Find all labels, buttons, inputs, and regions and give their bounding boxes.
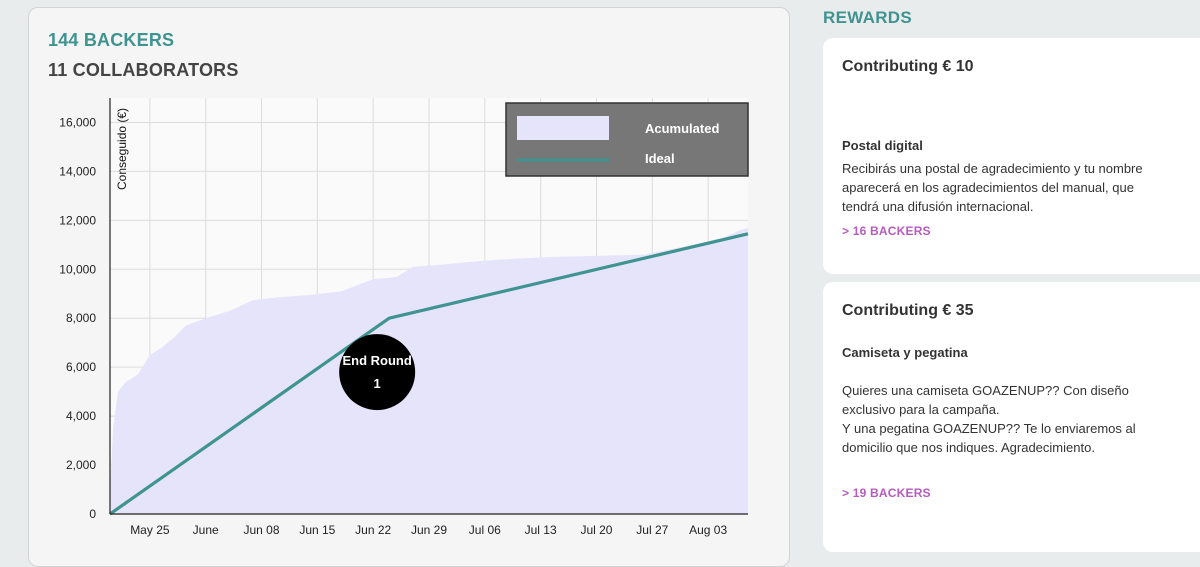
legend-swatch-accumulated (517, 116, 609, 140)
backers-count: 144 BACKERS (48, 30, 175, 50)
x-tick-label: May 25 (130, 523, 170, 537)
reward-card-35[interactable]: Contributing € 35 Camiseta y pegatina Qu… (823, 282, 1200, 552)
x-tick-label: June (193, 523, 219, 537)
y-tick-label: 4,000 (66, 409, 96, 423)
reward-name: Camiseta y pegatina (842, 345, 968, 360)
y-tick-label: 12,000 (59, 213, 96, 227)
y-tick-label: 2,000 (66, 458, 96, 472)
end-round-marker (339, 334, 416, 411)
x-tick-label: Jul 20 (580, 523, 612, 537)
x-tick-label: Jun 22 (355, 523, 391, 537)
x-tick-label: Aug 03 (689, 523, 727, 537)
y-tick-label: 14,000 (59, 164, 96, 178)
y-tick-label: 8,000 (66, 311, 96, 325)
legend-label-accumulated: Acumulated (645, 121, 719, 136)
y-tick-label: 0 (89, 507, 96, 521)
reward-title: Contributing € 10 (842, 58, 974, 75)
legend-box (505, 102, 749, 177)
reward-backers-link[interactable]: > 19 BACKERS (842, 486, 931, 500)
x-tick-label: Jun 15 (299, 523, 335, 537)
reward-backers-link[interactable]: > 16 BACKERS (842, 224, 931, 238)
ideal-line (109, 232, 749, 516)
y-tick-label: 16,000 (59, 115, 96, 129)
x-tick-label: Jun 08 (244, 523, 280, 537)
reward-description: Recibirás una postal de agradecimiento y… (842, 161, 1143, 214)
end-round-label: End Round (342, 353, 411, 368)
y-axis-label: Conseguido (€) (115, 108, 129, 190)
reward-name: Postal digital (842, 138, 923, 153)
funding-chart: 0 2,000 4,000 6,000 8,000 10,000 12,000 14,000 1… (59, 98, 749, 537)
x-tick-label: Jul 27 (636, 523, 668, 537)
reward-card-10[interactable]: Contributing € 10 Postal digital Recibir… (823, 38, 1200, 274)
legend-label-ideal: Ideal (645, 151, 675, 166)
accumulated-area (110, 227, 748, 514)
rewards-heading: REWARDS (823, 8, 912, 27)
end-round-number: 1 (374, 376, 381, 391)
x-tick-label: Jun 29 (411, 523, 447, 537)
collaborators-count: 11 COLLABORATORS (48, 60, 239, 80)
x-tick-label: Jul 13 (525, 523, 557, 537)
reward-title: Contributing € 35 (842, 302, 974, 319)
reward-description: Quieres una camiseta GOAZENUP?? Con dise… (842, 383, 1136, 455)
y-tick-label: 10,000 (59, 262, 96, 276)
y-tick-label: 6,000 (66, 360, 96, 374)
x-tick-label: Jul 06 (469, 523, 501, 537)
